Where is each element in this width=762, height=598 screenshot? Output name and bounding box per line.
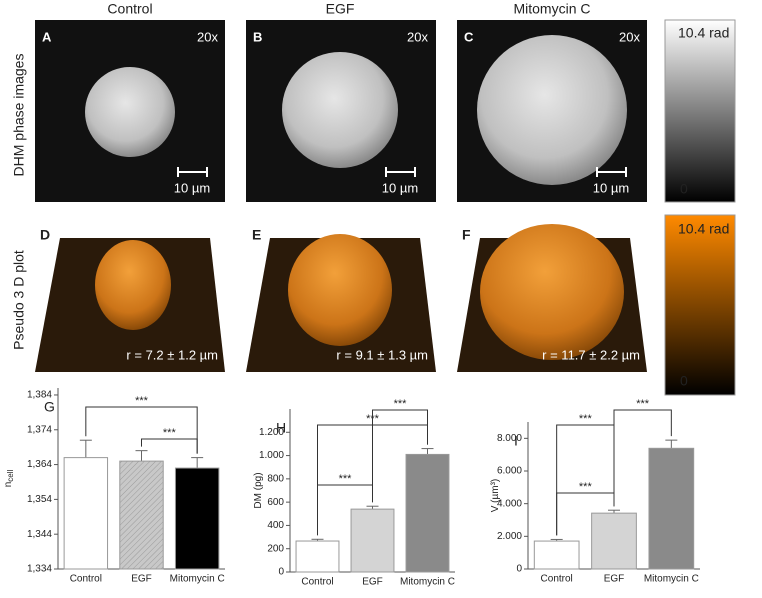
significance-bracket bbox=[141, 438, 198, 454]
significance-bracket bbox=[85, 406, 198, 454]
bar bbox=[63, 457, 109, 570]
colorbar-max: 10.4 rad bbox=[678, 25, 729, 41]
x-tick-label: EGF bbox=[362, 577, 383, 588]
significance-label: *** bbox=[394, 398, 408, 410]
panel-letter: C bbox=[464, 29, 474, 44]
significance-bracket bbox=[613, 409, 672, 507]
panel-letter: A bbox=[42, 29, 52, 44]
panel-letter: G bbox=[44, 399, 55, 415]
y-tick-label: 400 bbox=[267, 520, 284, 531]
y-axis-label-main: n bbox=[3, 482, 14, 488]
scale-label: 10 µm bbox=[174, 180, 210, 195]
colorbar-max: 10.4 rad bbox=[678, 221, 729, 237]
y-tick-label: 1.200 bbox=[259, 427, 284, 438]
y-tick-label: 1,374 bbox=[27, 424, 52, 435]
y-tick-label: 1.000 bbox=[259, 450, 284, 461]
x-tick-label: Control bbox=[541, 574, 573, 585]
column-title: EGF bbox=[326, 1, 355, 17]
radius: r = 7.2 ± 1.2 µm bbox=[126, 347, 218, 362]
x-tick-label: Control bbox=[70, 574, 102, 585]
significance-bracket bbox=[317, 484, 373, 536]
cell bbox=[95, 240, 171, 330]
bar bbox=[648, 447, 695, 570]
x-tick-label: Mitomycin C bbox=[170, 574, 225, 585]
images bbox=[35, 19, 736, 396]
column-title: Mitomycin C bbox=[513, 1, 590, 17]
cell bbox=[282, 52, 398, 168]
y-axis-label-main: V (µm³) bbox=[490, 479, 501, 513]
y-tick-label: 0 bbox=[278, 567, 284, 578]
y-tick-label: 8.000 bbox=[497, 433, 522, 444]
bar bbox=[119, 460, 164, 570]
significance-label: *** bbox=[636, 398, 650, 410]
significance-label: *** bbox=[135, 395, 149, 407]
panel-letter: D bbox=[40, 227, 50, 243]
y-axis-label: DM (pg) bbox=[253, 472, 264, 508]
significance-label: *** bbox=[163, 427, 177, 439]
y-tick-label: 1,334 bbox=[27, 564, 52, 575]
y-tick-label: 1,364 bbox=[27, 459, 52, 470]
colorbar-min: 0 bbox=[680, 373, 688, 389]
cell bbox=[477, 35, 627, 185]
panel-letter: E bbox=[252, 227, 261, 243]
significance-label: *** bbox=[579, 413, 593, 425]
bar bbox=[405, 453, 450, 573]
scale-label: 10 µm bbox=[593, 180, 629, 195]
y-tick-label: 6.000 bbox=[497, 466, 522, 477]
y-tick-label: 1,344 bbox=[27, 529, 52, 540]
panel-letter: I bbox=[514, 433, 518, 449]
radius: r = 9.1 ± 1.3 µm bbox=[336, 347, 428, 362]
scale-label: 10 µm bbox=[382, 180, 418, 195]
panel-letter: H bbox=[276, 420, 286, 436]
panel-letter: F bbox=[462, 227, 471, 243]
y-tick-label: 2.000 bbox=[497, 531, 522, 542]
bar bbox=[533, 540, 580, 570]
row-label: DHM phase images bbox=[11, 54, 27, 177]
column-title: Control bbox=[107, 1, 152, 17]
y-tick-label: 800 bbox=[267, 473, 284, 484]
magnification: 20x bbox=[197, 29, 218, 44]
panel-letter: B bbox=[253, 29, 262, 44]
y-tick-label: 600 bbox=[267, 497, 284, 508]
cell bbox=[480, 224, 624, 360]
x-tick-label: Mitomycin C bbox=[644, 574, 699, 585]
bar bbox=[350, 508, 395, 573]
y-axis-label: V (µm³) bbox=[490, 479, 501, 513]
y-axis-label-main: DM (pg) bbox=[253, 472, 264, 508]
y-axis-label: ncell bbox=[3, 470, 15, 488]
significance-label: *** bbox=[339, 473, 353, 485]
bar bbox=[295, 540, 340, 573]
y-tick-label: 1,384 bbox=[27, 390, 52, 401]
magnification: 20x bbox=[407, 29, 428, 44]
cell bbox=[85, 67, 175, 157]
colorbar bbox=[664, 19, 736, 203]
y-tick-label: 1,354 bbox=[27, 494, 52, 505]
row-label: Pseudo 3 D plot bbox=[11, 250, 27, 350]
x-tick-label: EGF bbox=[604, 574, 625, 585]
magnification: 20x bbox=[619, 29, 640, 44]
x-tick-label: Control bbox=[301, 577, 333, 588]
scale-bars bbox=[177, 167, 627, 177]
bar bbox=[174, 467, 220, 570]
radius: r = 11.7 ± 2.2 µm bbox=[542, 347, 640, 362]
significance-bracket bbox=[556, 492, 615, 536]
x-tick-label: EGF bbox=[131, 574, 152, 585]
x-tick-label: Mitomycin C bbox=[400, 577, 455, 588]
y-tick-label: 200 bbox=[267, 543, 284, 554]
y-tick-label: 4.000 bbox=[497, 498, 522, 509]
y-axis-label-sub: cell bbox=[6, 470, 15, 482]
cell bbox=[288, 234, 392, 346]
significance-label: *** bbox=[579, 481, 593, 493]
bar bbox=[591, 512, 637, 570]
significance-bracket bbox=[372, 409, 428, 503]
colorbar-min: 0 bbox=[680, 181, 688, 197]
colorbar bbox=[664, 214, 736, 396]
y-tick-label: 0 bbox=[516, 564, 522, 575]
